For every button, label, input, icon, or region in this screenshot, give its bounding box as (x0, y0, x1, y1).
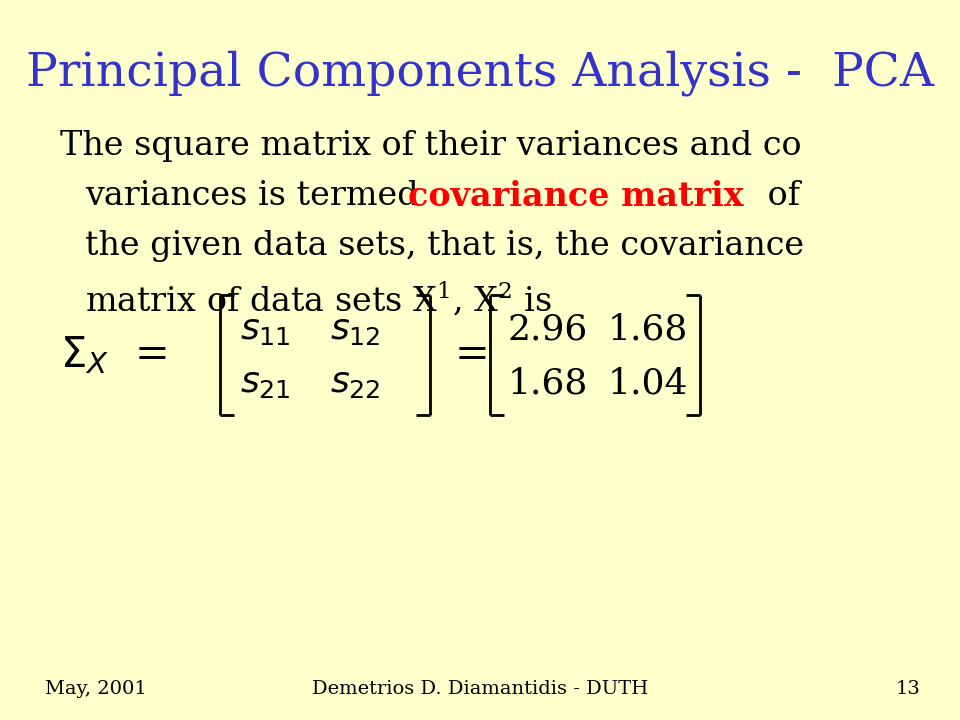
Text: of: of (757, 180, 800, 212)
Text: =: = (455, 334, 490, 376)
Text: 1.68: 1.68 (608, 313, 688, 347)
Text: matrix of data sets $\mathregular{X^1}$, $\mathregular{X^2}$ is: matrix of data sets $\mathregular{X^1}$,… (85, 280, 552, 318)
Text: $\Sigma_X$  =: $\Sigma_X$ = (60, 334, 167, 376)
Text: 1.68: 1.68 (508, 366, 588, 400)
Text: The square matrix of their variances and co: The square matrix of their variances and… (60, 130, 802, 162)
Text: 2.96: 2.96 (508, 313, 588, 347)
Text: 1.04: 1.04 (608, 366, 688, 400)
Text: May, 2001: May, 2001 (45, 680, 147, 698)
Text: the given data sets, that is, the covariance: the given data sets, that is, the covari… (85, 230, 804, 262)
Text: Principal Components Analysis -  PCA: Principal Components Analysis - PCA (26, 50, 934, 96)
Text: covariance matrix: covariance matrix (408, 180, 744, 213)
Text: 13: 13 (895, 680, 920, 698)
Text: Demetrios D. Diamantidis - DUTH: Demetrios D. Diamantidis - DUTH (312, 680, 648, 698)
Text: $s_{22}$: $s_{22}$ (330, 366, 380, 400)
Text: $s_{12}$: $s_{12}$ (330, 313, 380, 347)
Text: $s_{11}$: $s_{11}$ (240, 313, 291, 347)
Text: variances is termed: variances is termed (85, 180, 429, 212)
Text: $s_{21}$: $s_{21}$ (240, 366, 291, 400)
